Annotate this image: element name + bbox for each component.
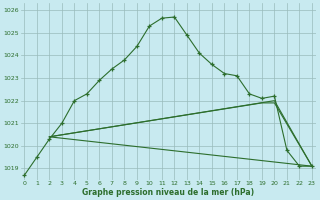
X-axis label: Graphe pression niveau de la mer (hPa): Graphe pression niveau de la mer (hPa) bbox=[82, 188, 254, 197]
